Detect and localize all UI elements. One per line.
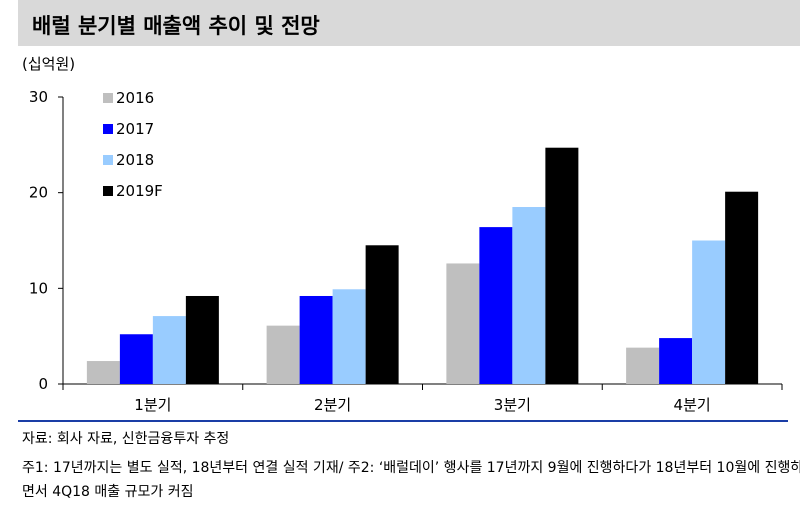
bar-2017-1분기 xyxy=(119,334,153,384)
bar-2016-4분기 xyxy=(626,347,660,384)
legend-swatch-2016 xyxy=(103,93,113,103)
bar-2019F-2분기 xyxy=(365,245,399,384)
legend-swatch-2019F xyxy=(103,186,113,196)
bar-2019F-1분기 xyxy=(185,295,219,384)
x-tick-label: 4분기 xyxy=(674,396,711,414)
legend-label-2019F: 2019F xyxy=(116,182,163,200)
legend-label-2018: 2018 xyxy=(116,151,154,169)
bar-2016-2분기 xyxy=(266,325,300,384)
bar-2018-1분기 xyxy=(152,316,186,384)
x-tick-label: 2분기 xyxy=(314,396,351,414)
y-tick-label: 10 xyxy=(29,279,48,297)
x-tick-label: 1분기 xyxy=(134,396,171,414)
title-bar: 배럴 분기별 매출액 추이 및 전망 xyxy=(18,0,800,46)
legend-label-2017: 2017 xyxy=(116,120,154,138)
x-tick-label: 3분기 xyxy=(494,396,531,414)
bar-2017-3분기 xyxy=(479,227,513,384)
unit-label: (십억원) xyxy=(22,55,76,73)
bar-2016-3분기 xyxy=(446,263,480,384)
bar-2017-4분기 xyxy=(659,338,693,384)
chart-title: 배럴 분기별 매출액 추이 및 전망 xyxy=(32,14,320,38)
legend-swatch-2017 xyxy=(103,124,113,134)
legend-label-2016: 2016 xyxy=(116,89,154,107)
bar-2019F-4분기 xyxy=(725,191,759,384)
footer-divider xyxy=(18,420,788,422)
y-tick-label: 20 xyxy=(29,184,48,202)
y-tick-label: 0 xyxy=(38,375,48,393)
bar-2018-3분기 xyxy=(512,207,546,384)
bar-2016-1분기 xyxy=(86,361,120,384)
footnote-line-2: 면서 4Q18 매출 규모가 커짐 xyxy=(22,484,194,500)
y-tick-label: 30 xyxy=(29,88,48,106)
footnote-line-1: 주1: 17년까지는 별도 실적, 18년부터 연결 실적 기재/ 주2: ‘배… xyxy=(22,460,800,476)
bar-2017-2분기 xyxy=(299,295,333,384)
source-note: 자료: 회사 자료, 신한금융투자 추정 xyxy=(22,431,230,447)
bar-2019F-3분기 xyxy=(545,147,579,384)
bar-chart: 30 20 10 0 1분기 2분기 3분기 4분기 2016 2017 2018 2019F xyxy=(29,88,783,414)
bar-2018-2분기 xyxy=(332,289,366,384)
bar-2018-4분기 xyxy=(692,240,726,384)
legend-swatch-2018 xyxy=(103,155,113,165)
